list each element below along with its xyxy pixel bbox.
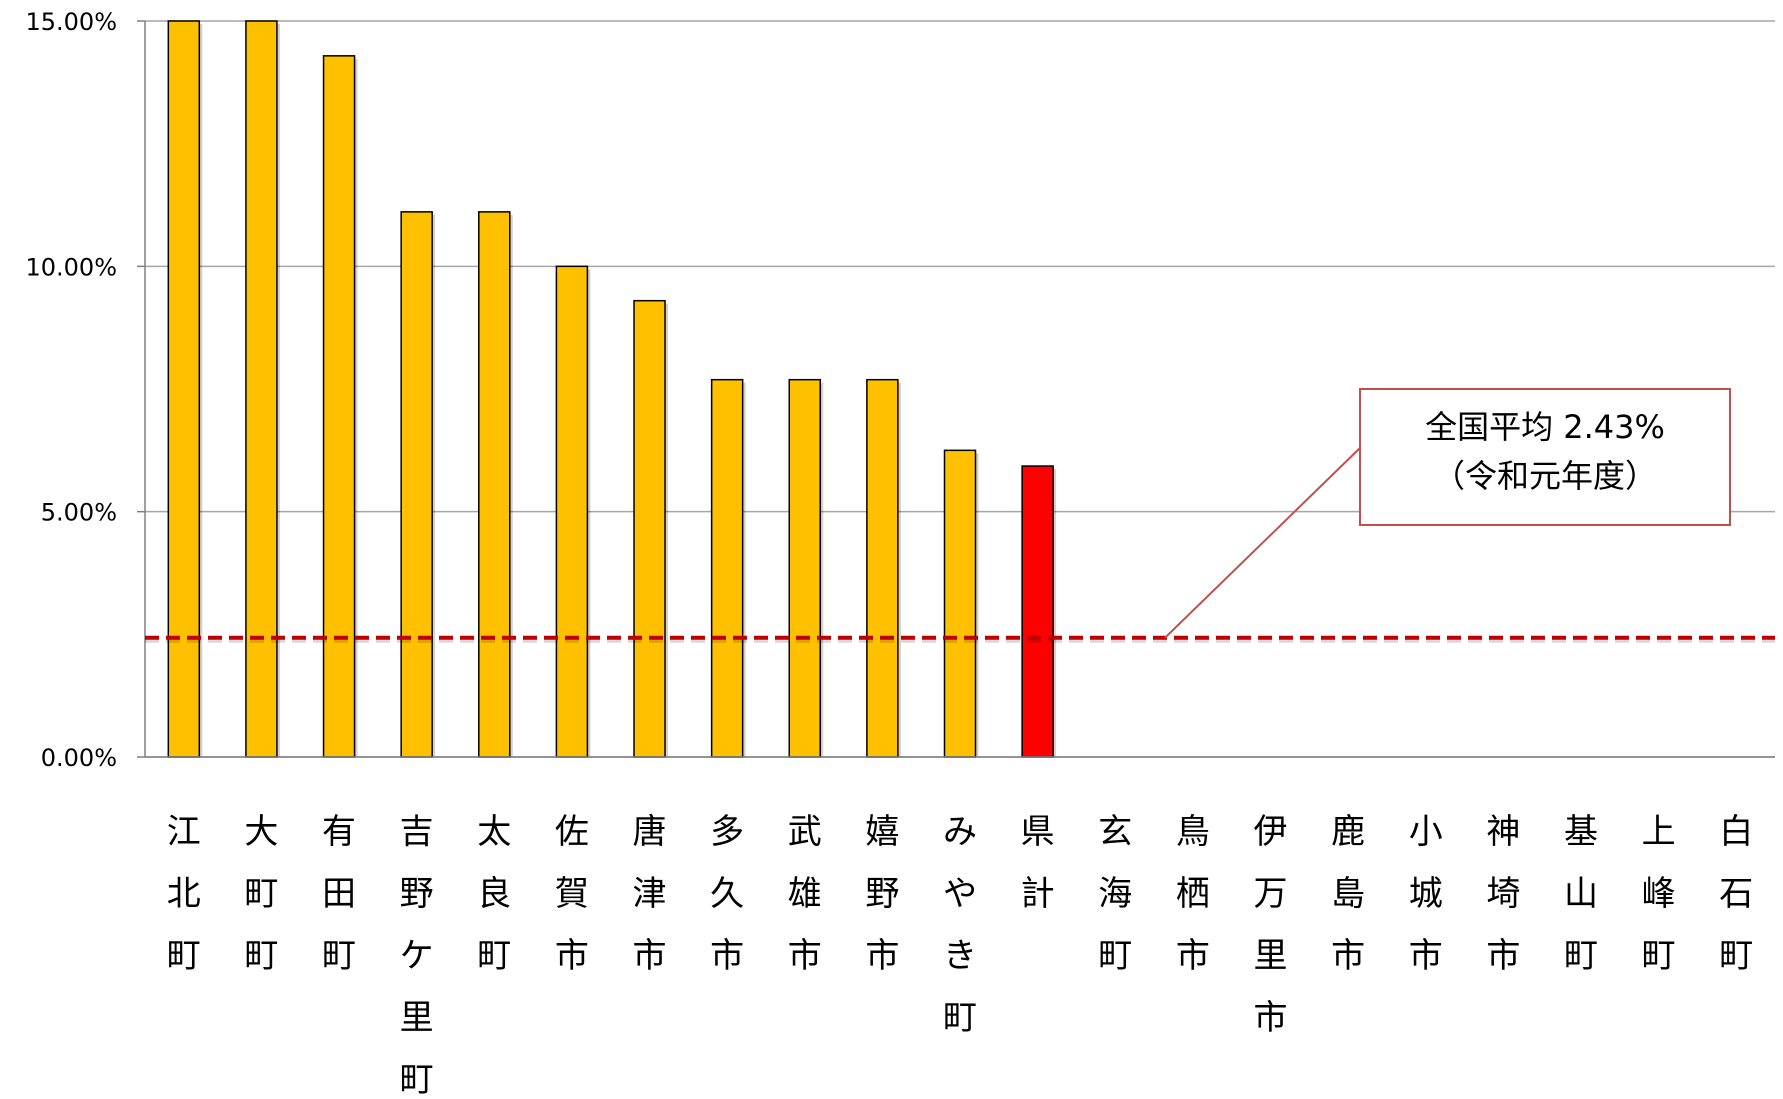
annotation-box (1359, 388, 1731, 526)
annotation-sublabel: （令和元年度） (1433, 457, 1657, 495)
x-category-label: 白石町 (1719, 812, 1753, 976)
bar-5 (555, 265, 589, 758)
bar-0 (167, 20, 201, 758)
x-category-label: 鳥栖市 (1176, 812, 1210, 976)
bar-4 (478, 211, 511, 758)
annotation-label: 全国平均 2.43% (1425, 408, 1665, 446)
x-category-label: 有田町 (322, 812, 356, 976)
bar-9 (866, 378, 899, 758)
bar-6 (633, 299, 666, 758)
y-tick-label: 0.00% (41, 744, 117, 772)
x-category-label: 大町町 (244, 812, 278, 976)
x-category-label: 吉野ケ里町 (400, 812, 434, 1095)
x-category-label: 江北町 (167, 812, 201, 976)
x-category-label: 玄海町 (1098, 812, 1132, 976)
bar-2 (322, 55, 356, 758)
bar-11 (1021, 465, 1054, 758)
x-category-label: 神埼市 (1486, 812, 1520, 976)
bar-1 (245, 20, 278, 758)
x-category-label: みやき町 (943, 812, 977, 1038)
bar-8 (788, 378, 822, 758)
x-category-label: 上峰町 (1642, 812, 1676, 976)
bar-10 (943, 449, 977, 758)
x-category-label: 小城市 (1409, 812, 1443, 976)
y-tick-label: 5.00% (41, 499, 117, 527)
x-category-label: 太良町 (477, 812, 511, 976)
x-category-label: 多久市 (710, 812, 744, 976)
y-tick-label: 10.00% (25, 253, 117, 281)
x-category-label: 県計 (1021, 812, 1055, 914)
x-category-label: 基山町 (1564, 812, 1598, 976)
y-tick-label: 15.00% (25, 8, 117, 36)
annotation-leader-line (1164, 447, 1361, 639)
x-category-label: 伊万里市 (1253, 812, 1287, 1038)
x-category-label: 武雄市 (788, 812, 822, 976)
x-category-label: 唐津市 (633, 812, 667, 976)
bar-3 (400, 211, 433, 758)
x-category-label: 嬉野市 (865, 812, 899, 976)
bar-7 (710, 378, 744, 758)
x-category-label: 佐賀市 (555, 812, 589, 976)
x-category-label: 鹿島市 (1331, 812, 1365, 976)
